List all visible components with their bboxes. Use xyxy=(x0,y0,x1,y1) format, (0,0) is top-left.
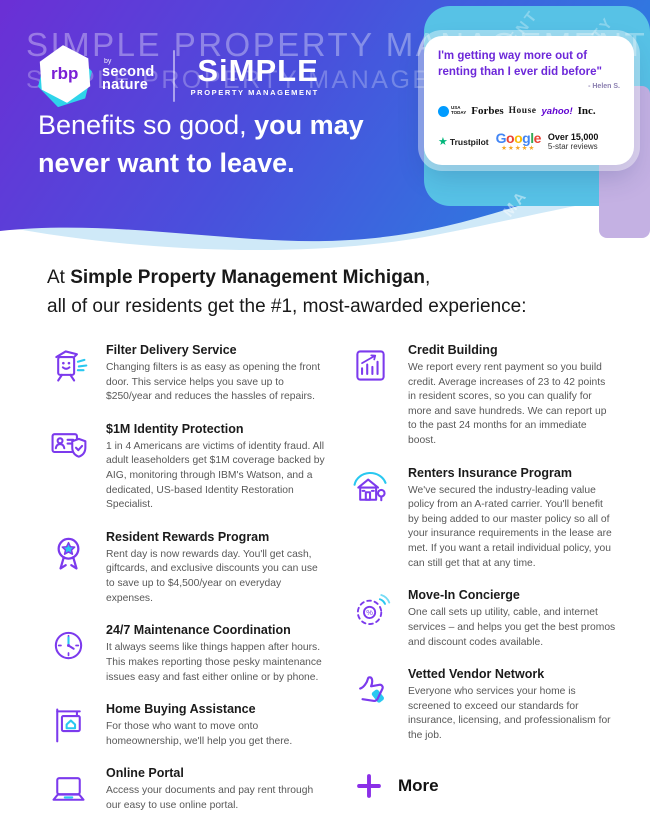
benefit-title: Credit Building xyxy=(408,343,498,357)
benefit-credit-building: Credit Building We report every rent pay… xyxy=(348,343,616,449)
usa-today-circle-icon xyxy=(438,105,449,117)
benefit-resident-rewards: Resident Rewards Program Rent day is now… xyxy=(46,530,348,606)
press-logos-row: USA TODAY Forbes House yahoo! Inc. xyxy=(438,105,620,117)
brand-logo-row: rbp by second nature SiMPLE PROPERTY MAN… xyxy=(34,44,319,108)
laptop-icon xyxy=(46,766,91,811)
rbp-logo-text: rbp xyxy=(51,64,79,84)
benefit-move-in-concierge: % Move-In Concierge One call sets up uti… xyxy=(348,588,616,650)
benefit-description: We've secured the industry-leading value… xyxy=(408,484,612,569)
yahoo-logo: yahoo! xyxy=(541,105,573,117)
testimonial-quote: I'm getting way more out of renting than… xyxy=(438,50,602,78)
benefit-title: Resident Rewards Program xyxy=(106,529,270,544)
benefit-vendor-network: Vetted Vendor Network Everyone who servi… xyxy=(348,667,616,743)
intro-company-name: Simple Property Management Michigan xyxy=(70,267,425,288)
benefit-online-portal: Online Portal Access your documents and … xyxy=(46,766,348,813)
house-beautiful-logo: House xyxy=(508,106,537,117)
benefit-identity-protection: $1M Identity Protection 1 in 4 Americans… xyxy=(46,422,348,513)
more-label: More xyxy=(398,775,439,795)
benefit-description: 1 in 4 Americans are victims of identity… xyxy=(106,440,325,511)
headline-bold-1: you may xyxy=(254,110,364,140)
forbes-logo: Forbes xyxy=(471,105,504,118)
benefit-description: Changing filters is as easy as opening t… xyxy=(106,362,321,403)
trustpilot-star-icon: ★ xyxy=(438,136,448,149)
intro-line2: all of our residents get the #1, most-aw… xyxy=(47,295,527,317)
testimonial-attribution: - Helen S. xyxy=(588,83,620,91)
plus-icon xyxy=(352,769,386,803)
usa-today-logo: USA TODAY xyxy=(438,105,467,117)
rewards-medal-icon xyxy=(46,530,91,575)
google-logo: Google xyxy=(495,130,542,147)
benefit-title: Move-In Concierge xyxy=(408,588,520,603)
benefit-description: Rent day is now rewards day. You'll get … xyxy=(106,548,318,604)
simple-pm-logo: SiMPLE PROPERTY MANAGEMENT xyxy=(191,55,319,97)
benefit-title: 24/7 Maintenance Coordination xyxy=(106,623,291,638)
benefit-title: Home Buying Assistance xyxy=(106,702,256,717)
reviews-line2: 5-star reviews xyxy=(547,142,598,152)
testimonial-card: I'm getting way more out of renting than… xyxy=(424,36,634,165)
intro-comma: , xyxy=(424,267,431,288)
filter-delivery-icon xyxy=(46,343,91,388)
google-badge: Google ★★★★★ xyxy=(495,130,542,153)
benefit-description: Access your documents and pay rent throu… xyxy=(106,785,314,811)
clock-icon xyxy=(46,623,91,668)
headline-regular: Benefits so good, xyxy=(38,110,255,140)
benefit-description: For those who want to move onto homeowne… xyxy=(106,721,293,747)
headline-bold-2: never want to leave. xyxy=(38,148,295,179)
benefits-left-column: Filter Delivery Service Changing filters… xyxy=(46,343,348,815)
logo-divider xyxy=(172,50,175,102)
second-nature-logo: by second nature xyxy=(102,57,155,94)
intro-heading: At Simple Property Management Michigan, … xyxy=(47,264,610,321)
insured-house-icon xyxy=(348,466,393,511)
second-nature-line2: nature xyxy=(102,77,149,94)
hero-banner: Simple Property Management Simple Proper… xyxy=(0,0,650,250)
trustpilot-badge: ★ Trustpilot xyxy=(438,135,489,148)
hero-headline: Benefits so good, you may never want to … xyxy=(38,106,364,183)
inc-logo: Inc. xyxy=(577,105,596,118)
usa-today-line1: USA xyxy=(451,105,461,111)
thumbs-up-icon xyxy=(348,667,393,712)
rbp-logo: rbp xyxy=(34,44,96,108)
reviews-count: Over 15,000 5-star reviews xyxy=(548,132,599,152)
benefit-title: Online Portal xyxy=(106,766,184,781)
benefit-home-buying: Home Buying Assistance For those who wan… xyxy=(46,702,348,749)
simple-logo-text: SiMPLE xyxy=(197,53,319,88)
usa-today-line2: TODAY xyxy=(451,110,467,116)
benefit-filter-delivery: Filter Delivery Service Changing filters… xyxy=(46,343,348,405)
benefit-title: Vetted Vendor Network xyxy=(408,667,545,682)
credit-chart-icon xyxy=(348,343,393,388)
home-sign-icon xyxy=(46,702,91,747)
benefit-description: Everyone who services your home is scree… xyxy=(408,686,611,741)
by-label: by xyxy=(104,57,112,65)
benefit-maintenance: 24/7 Maintenance Coordination It always … xyxy=(46,623,348,685)
review-badges-row: ★ Trustpilot Google ★★★★★ Over 15,000 5-… xyxy=(438,131,620,153)
benefit-title: Renters Insurance Program xyxy=(408,465,572,480)
trustpilot-label: Trustpilot xyxy=(449,136,489,147)
concierge-dial-icon: % xyxy=(348,588,393,633)
simple-logo-subtext: PROPERTY MANAGEMENT xyxy=(190,88,319,97)
benefits-right-column: Credit Building We report every rent pay… xyxy=(348,343,616,815)
benefit-description: We report every rent payment so you buil… xyxy=(408,362,607,447)
svg-text:%: % xyxy=(366,608,373,617)
benefit-renters-insurance: Renters Insurance Program We've secured … xyxy=(348,466,616,572)
second-nature-line1: second xyxy=(102,63,155,80)
benefit-title: $1M Identity Protection xyxy=(106,421,244,436)
intro-prefix: At xyxy=(47,267,71,288)
benefits-grid: Filter Delivery Service Changing filters… xyxy=(46,343,616,815)
benefit-title: Filter Delivery Service xyxy=(106,343,237,357)
identity-shield-icon xyxy=(46,422,91,467)
benefit-description: One call sets up utility, cable, and int… xyxy=(408,607,616,648)
google-stars-icon: ★★★★★ xyxy=(501,145,536,153)
benefit-description: It always seems like things happen after… xyxy=(106,642,322,683)
reviews-line1: Over 15,000 xyxy=(547,132,599,143)
more-benefits: More xyxy=(352,769,616,803)
